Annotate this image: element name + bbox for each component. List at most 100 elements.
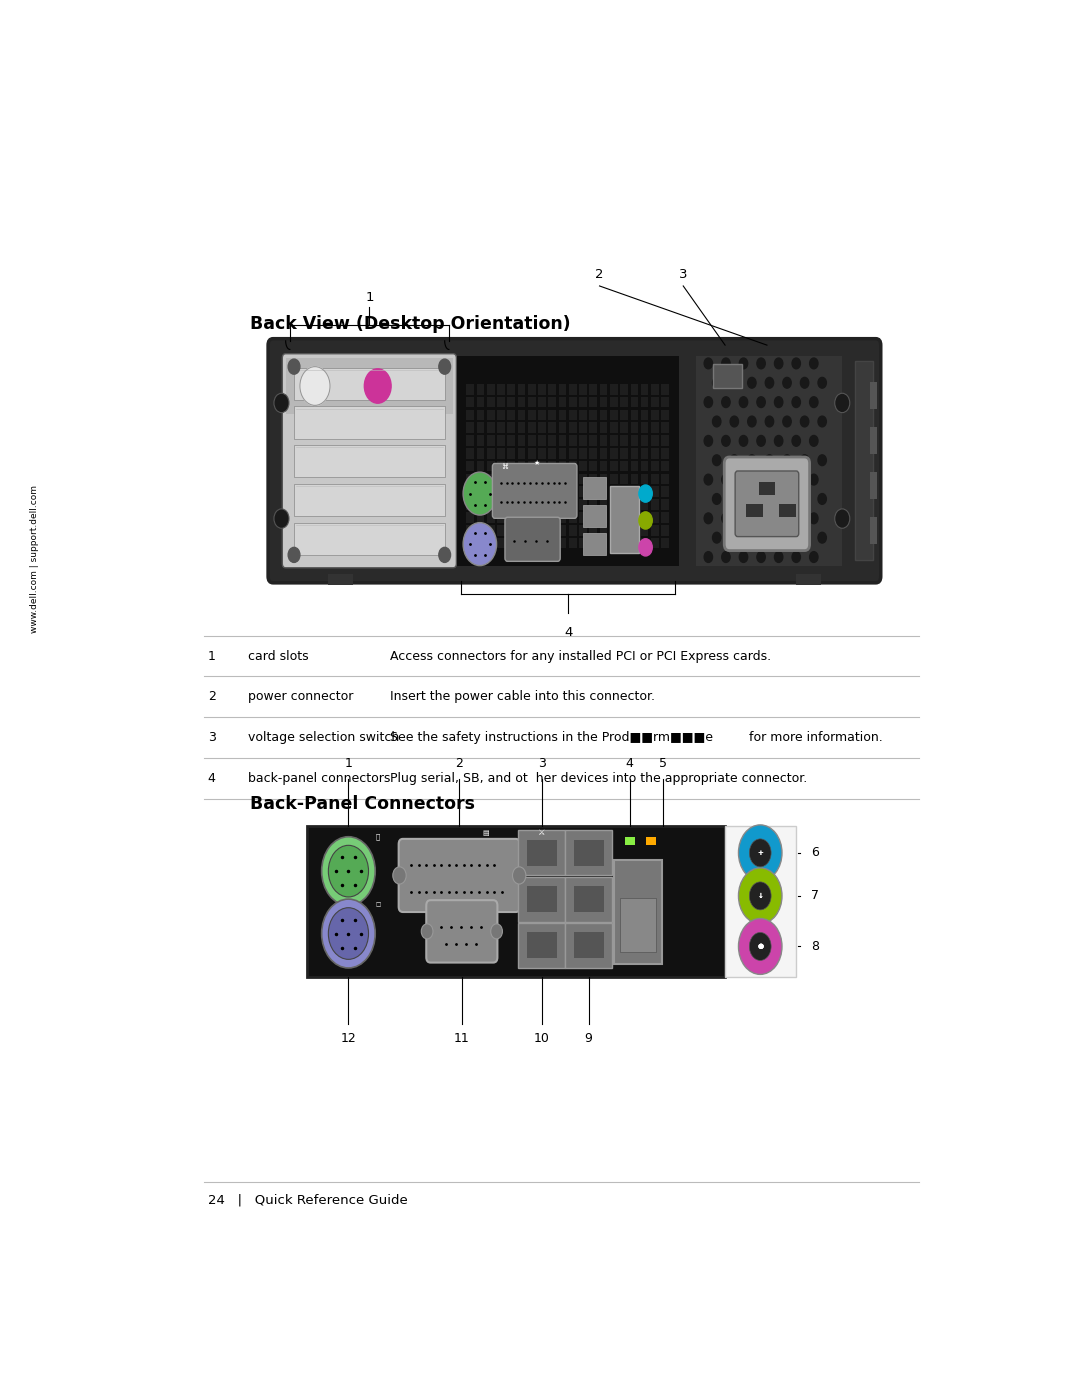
Bar	[538, 474, 546, 485]
Circle shape	[766, 493, 773, 504]
Circle shape	[783, 377, 792, 388]
Bar	[467, 538, 474, 549]
Text: Back-Panel Connectors: Back-Panel Connectors	[249, 795, 475, 813]
Bar	[467, 448, 474, 458]
Bar	[538, 461, 546, 471]
FancyBboxPatch shape	[518, 830, 565, 876]
Bar	[599, 422, 607, 433]
Circle shape	[463, 522, 497, 566]
Bar	[497, 397, 505, 408]
Bar	[651, 538, 659, 549]
Circle shape	[792, 358, 800, 369]
Text: ↓: ↓	[757, 893, 764, 898]
Bar	[640, 513, 648, 522]
Text: □: □	[375, 902, 380, 908]
Bar	[651, 486, 659, 497]
Bar	[780, 504, 796, 517]
Bar	[620, 513, 627, 522]
Bar	[327, 574, 352, 585]
Bar	[476, 525, 485, 535]
Circle shape	[463, 472, 497, 515]
Bar	[661, 499, 669, 510]
Bar	[610, 434, 618, 446]
Bar	[467, 434, 474, 446]
Bar	[467, 525, 474, 535]
Circle shape	[750, 838, 771, 866]
Bar	[528, 525, 536, 535]
Circle shape	[766, 532, 773, 543]
Bar	[620, 409, 627, 420]
Bar	[528, 499, 536, 510]
Bar	[610, 486, 618, 497]
Circle shape	[774, 358, 783, 369]
Circle shape	[288, 359, 300, 374]
Circle shape	[818, 377, 826, 388]
Bar	[583, 506, 606, 527]
Bar	[538, 525, 546, 535]
Bar	[528, 461, 536, 471]
Bar	[549, 409, 556, 420]
Bar	[508, 461, 515, 471]
Bar	[661, 422, 669, 433]
Bar	[661, 448, 669, 458]
Text: 4: 4	[625, 757, 634, 770]
Circle shape	[739, 918, 782, 975]
Bar	[640, 461, 648, 471]
Bar	[599, 384, 607, 394]
FancyBboxPatch shape	[492, 464, 577, 518]
Bar	[610, 448, 618, 458]
Circle shape	[739, 868, 782, 923]
Bar	[538, 538, 546, 549]
Circle shape	[774, 513, 783, 524]
Bar	[476, 397, 485, 408]
Bar	[610, 397, 618, 408]
Bar	[599, 499, 607, 510]
Bar	[549, 448, 556, 458]
Circle shape	[438, 359, 450, 374]
Circle shape	[766, 416, 773, 427]
Bar	[487, 486, 495, 497]
Bar	[599, 397, 607, 408]
Bar	[620, 422, 627, 433]
Text: +: +	[757, 849, 764, 856]
Bar	[487, 538, 495, 549]
Text: +: +	[757, 849, 764, 856]
Bar	[487, 448, 495, 458]
Bar	[549, 422, 556, 433]
Bar	[579, 486, 588, 497]
Bar	[549, 499, 556, 510]
Circle shape	[713, 416, 721, 427]
Bar	[620, 474, 627, 485]
Bar	[610, 525, 618, 535]
Bar	[538, 422, 546, 433]
Bar	[538, 397, 546, 408]
Bar	[583, 478, 606, 499]
Circle shape	[800, 377, 809, 388]
Bar	[467, 461, 474, 471]
Bar	[497, 461, 505, 471]
Bar	[569, 474, 577, 485]
Circle shape	[721, 552, 730, 563]
Bar	[476, 409, 485, 420]
Bar	[476, 538, 485, 549]
Text: ★: ★	[534, 460, 540, 465]
Bar	[476, 486, 485, 497]
Bar	[620, 448, 627, 458]
Bar	[497, 434, 505, 446]
Bar	[467, 486, 474, 497]
Bar	[620, 525, 627, 535]
Bar	[508, 397, 515, 408]
Circle shape	[730, 377, 739, 388]
Bar	[590, 538, 597, 549]
Circle shape	[704, 474, 713, 485]
Bar	[528, 397, 536, 408]
Bar	[497, 486, 505, 497]
Bar	[579, 384, 588, 394]
Text: 24   |   Quick Reference Guide: 24 | Quick Reference Guide	[207, 1194, 407, 1207]
Text: ↓: ↓	[757, 893, 764, 898]
Bar	[517, 486, 526, 497]
Text: voltage selection switch: voltage selection switch	[248, 731, 400, 745]
Bar	[558, 409, 567, 420]
Text: 6: 6	[811, 847, 819, 859]
Bar	[758, 482, 775, 495]
